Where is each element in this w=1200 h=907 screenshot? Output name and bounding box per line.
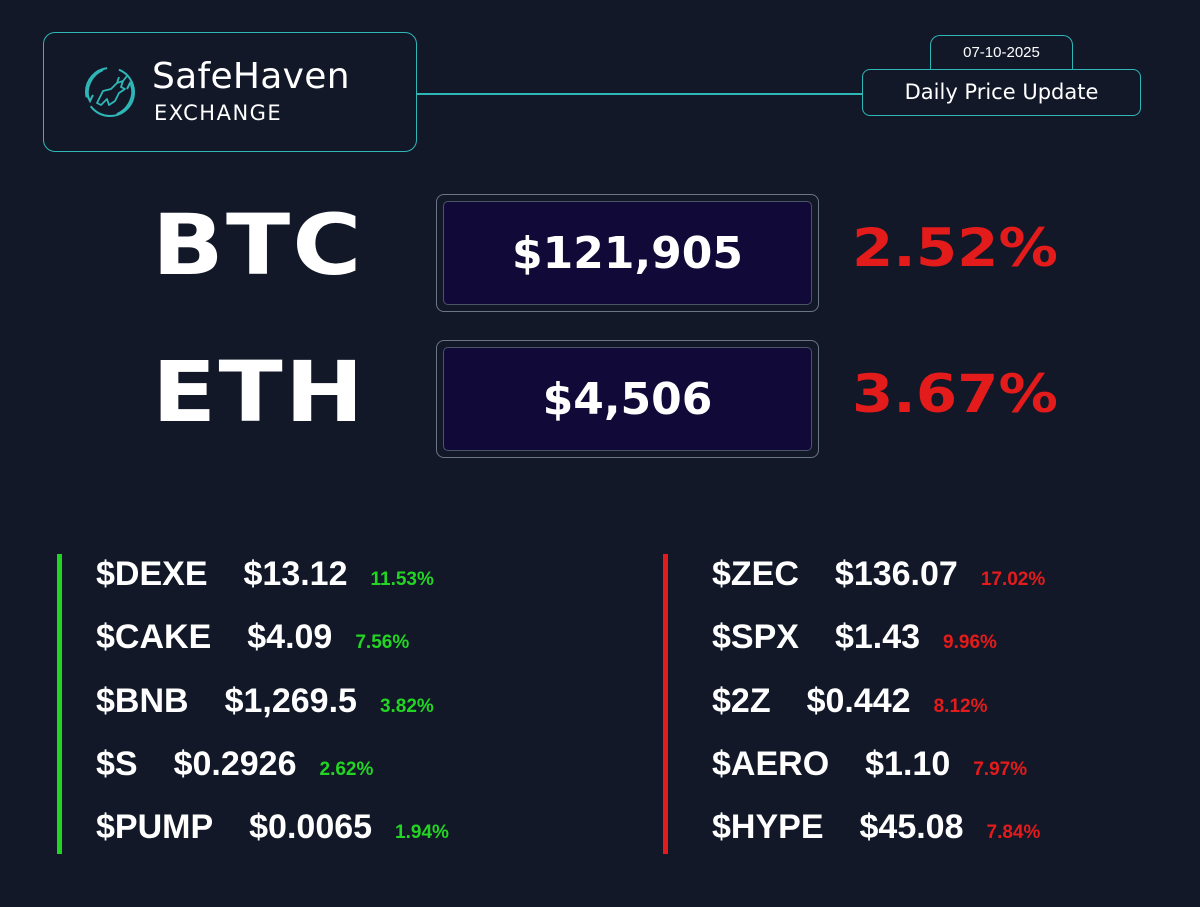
loser-row: $AERO $1.10 7.97% [712, 745, 1027, 784]
loser-row: $2Z $0.442 8.12% [712, 682, 987, 721]
gainer-symbol: $PUMP [96, 808, 214, 846]
loser-price: $136.07 [834, 555, 958, 593]
loser-price: $1.10 [865, 745, 951, 783]
loser-row: $ZEC $136.07 17.02% [712, 555, 1045, 594]
main-symbol-btc: BTC [152, 196, 364, 294]
loser-row: $HYPE $45.08 7.84% [712, 808, 1040, 847]
loser-change: 8.12% [933, 696, 988, 717]
brand-logo-box: SafeHaven EXCHANGE [43, 32, 417, 152]
loser-row: $SPX $1.43 9.96% [712, 618, 997, 657]
gainer-row: $CAKE $4.09 7.56% [96, 618, 409, 657]
header-connector-line [417, 93, 863, 95]
gainer-change: 7.56% [355, 632, 410, 653]
gainer-change: 2.62% [319, 759, 374, 780]
bull-logo-icon [85, 67, 135, 117]
page-title: Daily Price Update [862, 69, 1141, 116]
gainer-row: $DEXE $13.12 11.53% [96, 555, 434, 594]
gainer-row: $S $0.2926 2.62% [96, 745, 373, 784]
gainer-price: $0.2926 [173, 745, 297, 783]
loser-change: 7.97% [973, 759, 1028, 780]
brand-name: SafeHaven [152, 56, 350, 97]
gainer-price: $4.09 [247, 618, 333, 656]
date-badge: 07-10-2025 [930, 35, 1073, 70]
gainer-price: $0.0065 [249, 808, 373, 846]
loser-symbol: $2Z [712, 682, 771, 720]
main-price-box-btc: $121,905 [436, 194, 819, 312]
brand-subtitle: EXCHANGE [154, 101, 283, 125]
gainers-indicator-bar [57, 554, 62, 854]
loser-price: $45.08 [859, 808, 964, 846]
loser-price: $1.43 [834, 618, 921, 656]
loser-change: 17.02% [980, 569, 1046, 590]
loser-change: 9.96% [943, 632, 997, 653]
main-change-btc: 2.52% [852, 218, 1058, 279]
main-price-box-eth: $4,506 [436, 340, 819, 458]
gainer-row: $PUMP $0.0065 1.94% [96, 808, 449, 847]
loser-symbol: $SPX [712, 618, 799, 656]
loser-price: $0.442 [806, 682, 911, 720]
gainer-row: $BNB $1,269.5 3.82% [96, 682, 434, 721]
loser-symbol: $ZEC [712, 555, 799, 593]
loser-symbol: $AERO [712, 745, 830, 783]
gainer-symbol: $BNB [96, 682, 189, 720]
gainer-change: 1.94% [395, 822, 449, 843]
main-price-btc: $121,905 [443, 201, 812, 305]
gainer-price: $13.12 [243, 555, 348, 593]
gainer-symbol: $CAKE [96, 618, 212, 656]
gainer-change: 3.82% [379, 696, 434, 717]
loser-symbol: $HYPE [712, 808, 824, 846]
main-price-eth: $4,506 [443, 347, 812, 451]
gainer-change: 11.53% [370, 569, 434, 590]
loser-change: 7.84% [986, 822, 1041, 843]
gainer-symbol: $S [96, 745, 138, 783]
gainer-symbol: $DEXE [96, 555, 208, 593]
main-symbol-eth: ETH [152, 343, 366, 441]
main-change-eth: 3.67% [852, 364, 1058, 425]
losers-indicator-bar [663, 554, 668, 854]
gainer-price: $1,269.5 [224, 682, 357, 720]
